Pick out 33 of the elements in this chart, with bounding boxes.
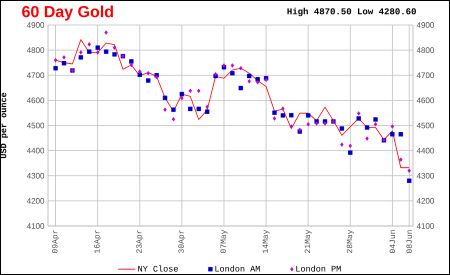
y-tick-label: 4300 bbox=[26, 172, 44, 179]
legend-label: London AM bbox=[215, 265, 260, 272]
y-tick-label: 4500 bbox=[26, 122, 44, 128]
y2-tick-label: 4900 bbox=[416, 22, 434, 28]
x-tick-label: 23Apr bbox=[136, 230, 144, 253]
x-tick-label: 21May bbox=[304, 230, 312, 253]
x-tick-label: 30Apr bbox=[178, 230, 186, 254]
y-tick-label: 4900 bbox=[26, 22, 44, 28]
legend-label: London PM bbox=[296, 265, 341, 272]
y-tick-label: 4100 bbox=[26, 223, 44, 229]
y2-tick-label: 4400 bbox=[416, 148, 434, 154]
x-tick-label: 04Jun bbox=[390, 230, 396, 254]
legend-label: NY Close bbox=[138, 265, 178, 272]
x-tick-label: 28May bbox=[346, 230, 354, 253]
y-tick-label: 4400 bbox=[26, 148, 44, 154]
x-tick-label: 09Apr bbox=[52, 230, 60, 254]
y2-tick-label: 4300 bbox=[416, 172, 434, 179]
y2-tick-label: 4100 bbox=[416, 223, 434, 229]
x-tick-label: 07May bbox=[220, 230, 228, 254]
chart-subtitle: High 4870.50 Low 4280.60 bbox=[287, 8, 416, 16]
x-tick-label: 16Apr bbox=[94, 230, 102, 253]
x-tick-label: 08Jun bbox=[406, 230, 412, 254]
y2-tick-label: 4700 bbox=[416, 72, 434, 78]
y2-tick-label: 4600 bbox=[416, 98, 434, 104]
y2-tick-label: 4800 bbox=[416, 47, 434, 53]
y-tick-label: 4600 bbox=[26, 98, 44, 104]
y2-tick-label: 4500 bbox=[416, 122, 434, 128]
y-tick-label: 4700 bbox=[26, 72, 44, 78]
x-tick-label: 14May bbox=[262, 230, 270, 253]
y-tick-label: 4800 bbox=[26, 47, 44, 53]
y-tick-label: 4200 bbox=[26, 198, 44, 204]
y2-tick-label: 4200 bbox=[416, 198, 434, 204]
chart-title: 60 Day Gold bbox=[22, 6, 113, 20]
